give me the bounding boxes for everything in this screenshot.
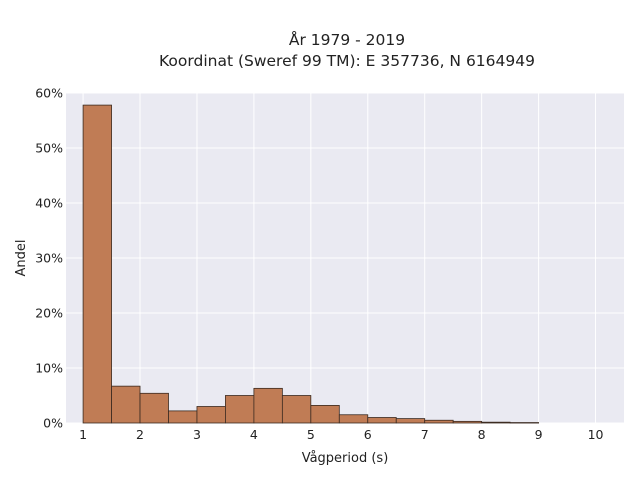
y-tick-label: 0%	[43, 416, 63, 431]
histogram-bar	[367, 417, 397, 424]
x-tick-labels: 1 2 3 4 5 6 7 8 9 10	[79, 427, 603, 442]
x-tick-label: 5	[307, 427, 315, 442]
histogram-bar	[424, 419, 454, 424]
histogram-bar	[111, 385, 141, 424]
x-tick-label: 3	[193, 427, 201, 442]
x-tick-label: 1	[79, 427, 87, 442]
x-axis-label: Vågperiod (s)	[302, 451, 389, 466]
y-tick-label: 20%	[35, 306, 63, 321]
histogram-bar	[139, 392, 169, 424]
histogram-bar	[509, 422, 539, 424]
histogram-bar	[310, 404, 340, 424]
histogram-bar	[395, 418, 426, 424]
histogram-bar	[225, 395, 255, 424]
x-tick-label: 10	[588, 427, 604, 442]
bars	[82, 104, 539, 424]
y-axis-label: Andel	[14, 240, 29, 277]
y-tick-label: 40%	[35, 196, 63, 211]
y-tick-labels: 0% 10% 20% 30% 40% 50% 60%	[35, 86, 63, 431]
chart-subtitle: Koordinat (Sweref 99 TM): E 357736, N 61…	[159, 52, 535, 70]
x-tick-label: 2	[136, 427, 144, 442]
histogram-bar	[281, 395, 312, 424]
x-tick-label: 9	[535, 427, 543, 442]
x-tick-label: 6	[364, 427, 372, 442]
histogram-bar	[452, 420, 483, 424]
histogram-bar	[338, 414, 369, 424]
y-tick-label: 50%	[35, 141, 63, 156]
histogram-bar	[196, 406, 226, 424]
y-tick-label: 60%	[35, 86, 63, 101]
y-tick-label: 10%	[35, 361, 63, 376]
chart-title: År 1979 - 2019	[289, 30, 405, 49]
histogram-bar	[253, 387, 283, 424]
x-tick-label: 7	[421, 427, 429, 442]
y-tick-label: 30%	[35, 251, 63, 266]
histogram-bar	[168, 410, 198, 424]
x-tick-label: 4	[250, 427, 258, 442]
histogram-bar	[481, 421, 511, 424]
x-tick-label: 8	[478, 427, 486, 442]
histogram-bar	[82, 104, 112, 424]
